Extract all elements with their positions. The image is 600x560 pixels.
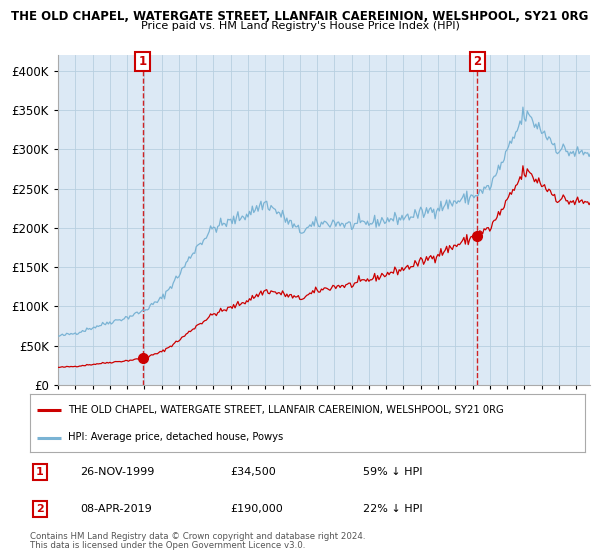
- Text: 26-NOV-1999: 26-NOV-1999: [80, 467, 154, 477]
- Text: HPI: Average price, detached house, Powys: HPI: Average price, detached house, Powy…: [68, 432, 283, 442]
- Text: THE OLD CHAPEL, WATERGATE STREET, LLANFAIR CAEREINION, WELSHPOOL, SY21 0RG: THE OLD CHAPEL, WATERGATE STREET, LLANFA…: [68, 405, 503, 414]
- Text: £34,500: £34,500: [230, 467, 275, 477]
- Text: This data is licensed under the Open Government Licence v3.0.: This data is licensed under the Open Gov…: [30, 541, 305, 550]
- Text: 22% ↓ HPI: 22% ↓ HPI: [363, 504, 422, 514]
- Text: 08-APR-2019: 08-APR-2019: [80, 504, 152, 514]
- Text: £190,000: £190,000: [230, 504, 283, 514]
- Text: Contains HM Land Registry data © Crown copyright and database right 2024.: Contains HM Land Registry data © Crown c…: [30, 532, 365, 541]
- Text: 1: 1: [36, 467, 44, 477]
- Text: 59% ↓ HPI: 59% ↓ HPI: [363, 467, 422, 477]
- Text: 2: 2: [473, 55, 481, 68]
- Text: Price paid vs. HM Land Registry's House Price Index (HPI): Price paid vs. HM Land Registry's House …: [140, 21, 460, 31]
- Text: 1: 1: [139, 55, 146, 68]
- Text: 2: 2: [36, 504, 44, 514]
- Text: THE OLD CHAPEL, WATERGATE STREET, LLANFAIR CAEREINION, WELSHPOOL, SY21 0RG: THE OLD CHAPEL, WATERGATE STREET, LLANFA…: [11, 10, 589, 23]
